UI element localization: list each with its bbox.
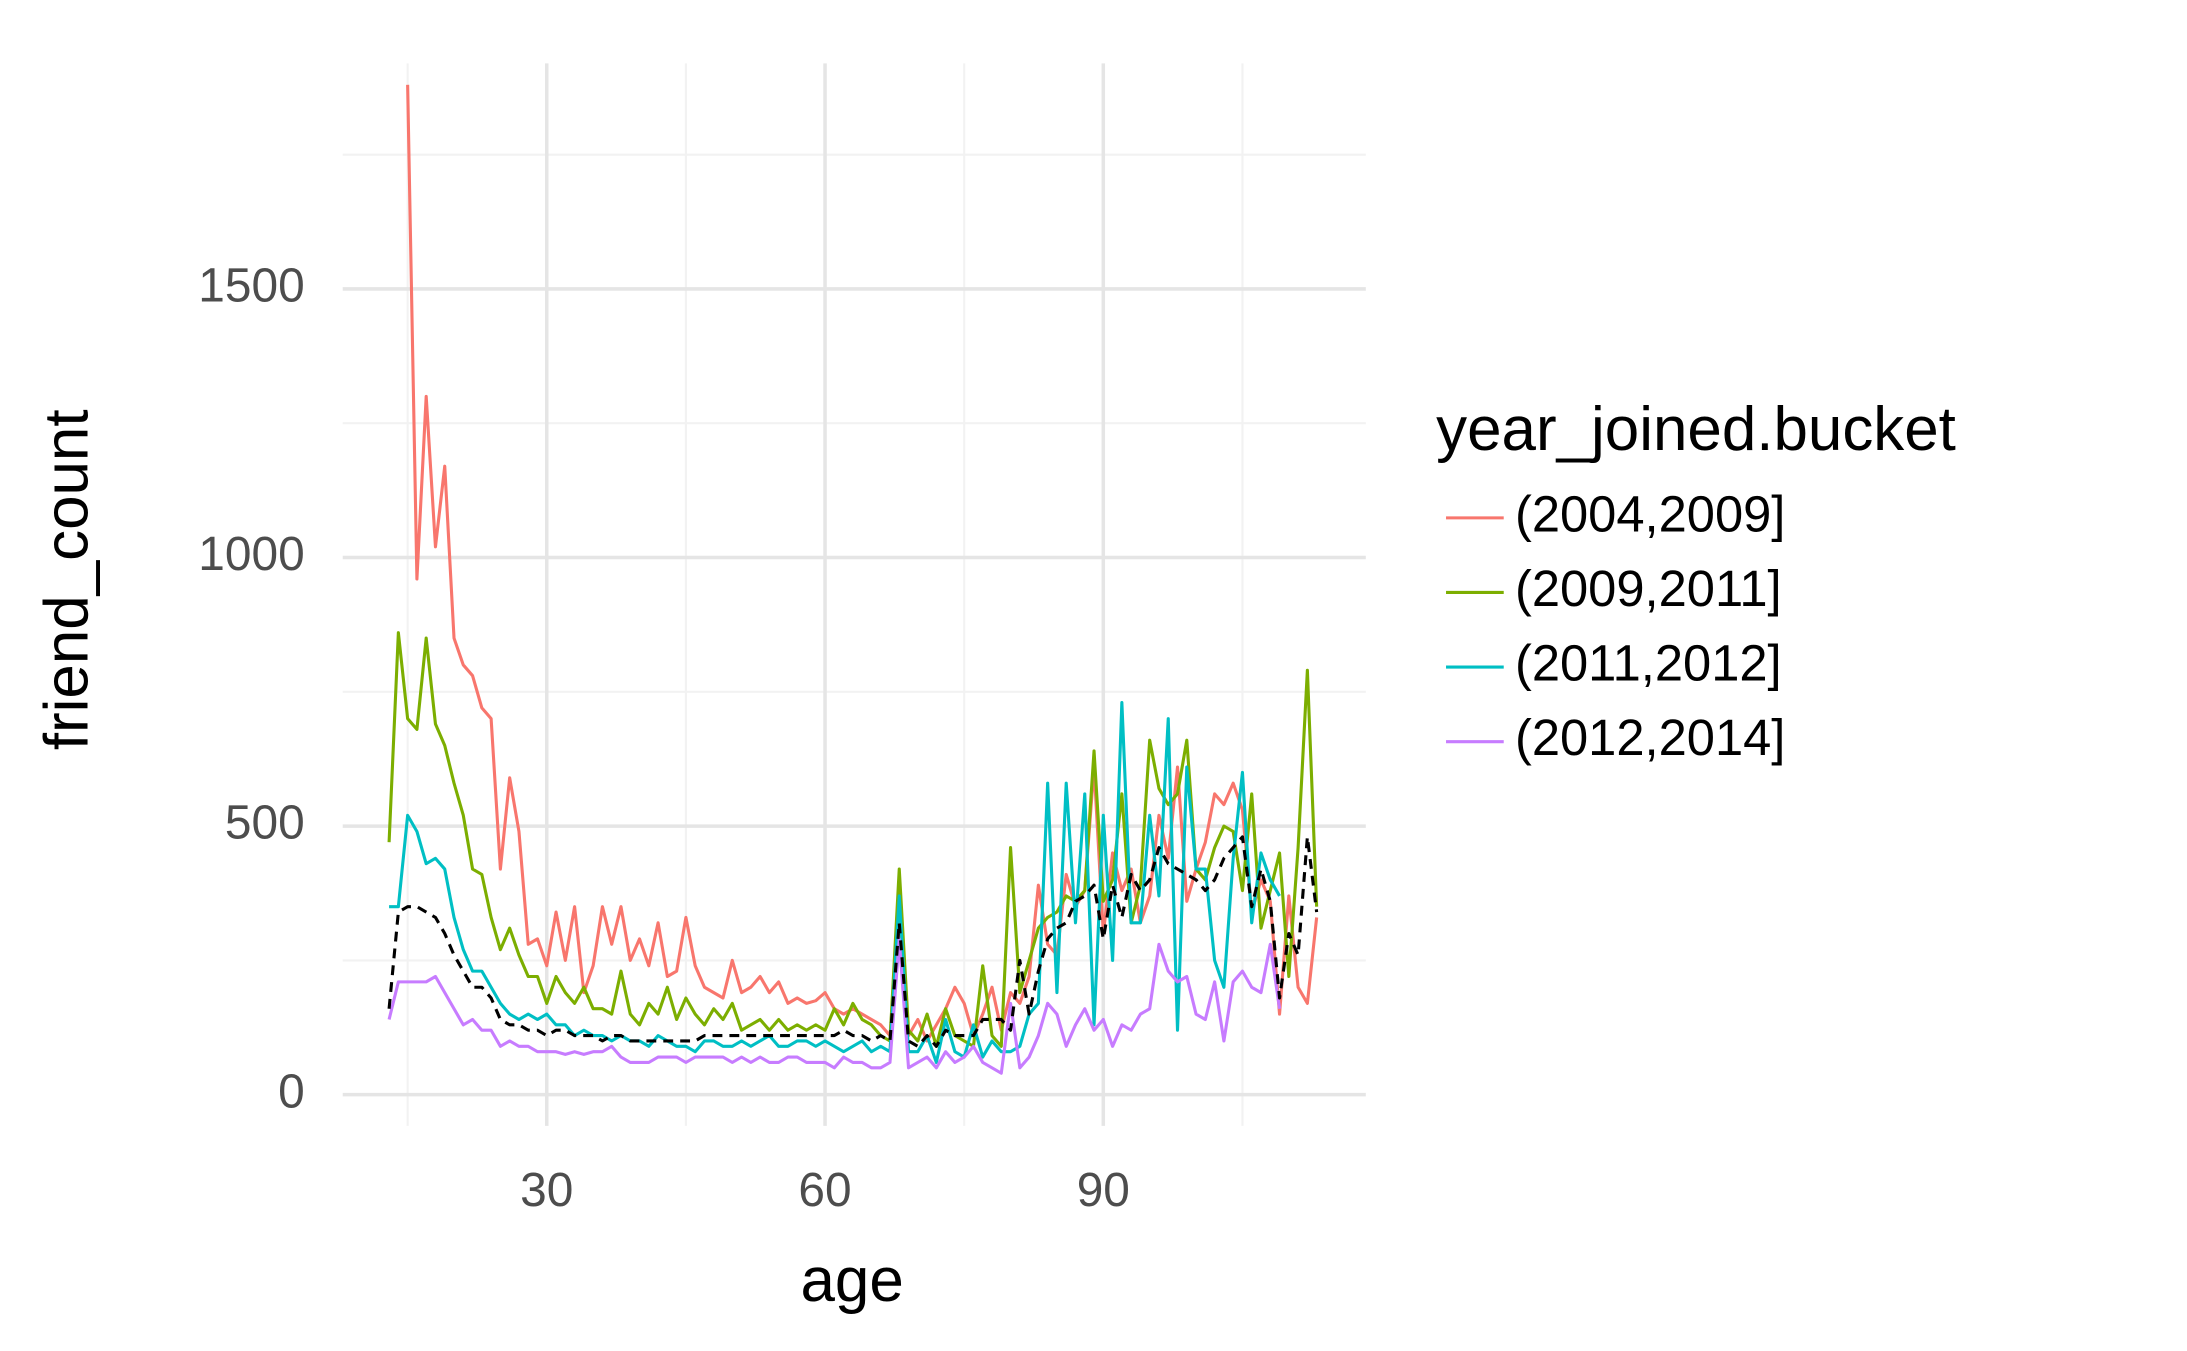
legend-label: (2004,2009] <box>1515 485 1785 542</box>
y-tick-label: 0 <box>278 1065 305 1118</box>
series-line <box>387 937 1282 1075</box>
y-axis-title: friend_count <box>32 409 101 750</box>
legend-label: (2011,2012] <box>1515 634 1782 691</box>
y-tick-label: 1000 <box>198 528 304 581</box>
series-line <box>389 701 1281 1064</box>
x-tick-label: 30 <box>520 1164 573 1217</box>
x-tick-label: 60 <box>798 1164 851 1217</box>
legend-title: year_joined.bucket <box>1436 395 1956 464</box>
y-tick-label: 500 <box>225 797 305 850</box>
grid <box>342 63 1366 1126</box>
y-tick-label: 1500 <box>198 260 304 313</box>
legend-label: (2012,2014] <box>1515 709 1785 766</box>
x-tick-label: 90 <box>1077 1164 1130 1217</box>
legend-label: (2009,2011] <box>1515 560 1782 617</box>
lines <box>387 84 1319 1075</box>
series-line <box>387 631 1319 1048</box>
series-line <box>406 84 1319 1043</box>
x-axis-title: age <box>801 1246 904 1315</box>
summary-line <box>387 835 1319 1048</box>
